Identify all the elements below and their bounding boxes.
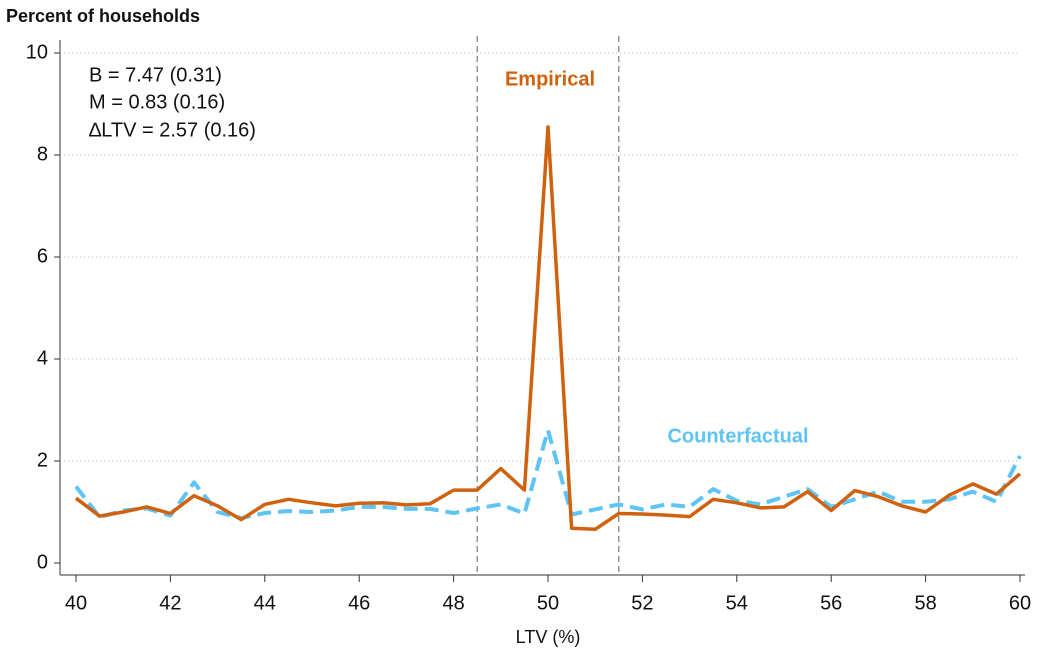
annotation: M = 0.83 (0.16) bbox=[89, 91, 225, 113]
x-tick-label: 60 bbox=[1009, 592, 1031, 614]
annotation: ∆LTV = 2.57 (0.16) bbox=[89, 119, 256, 141]
x-tick-label: 46 bbox=[348, 592, 370, 614]
y-tick-label: 8 bbox=[37, 143, 48, 165]
y-tick-label: 4 bbox=[37, 347, 48, 369]
x-axis-label: LTV (%) bbox=[516, 627, 581, 647]
series-line bbox=[74, 125, 1022, 532]
x-tick-label: 56 bbox=[820, 592, 842, 614]
annotation: B = 7.47 (0.31) bbox=[89, 64, 222, 86]
x-tick-label: 44 bbox=[254, 592, 276, 614]
x-tick-label: 54 bbox=[726, 592, 748, 614]
x-tick-label: 42 bbox=[159, 592, 181, 614]
chart-title: Percent of households bbox=[6, 6, 200, 26]
series-label: Counterfactual bbox=[667, 425, 808, 447]
x-tick-label: 40 bbox=[65, 592, 87, 614]
y-tick-label: 10 bbox=[26, 41, 48, 63]
x-tick-label: 48 bbox=[442, 592, 464, 614]
x-tick-label: 58 bbox=[914, 592, 936, 614]
y-tick-label: 0 bbox=[37, 551, 48, 573]
x-tick-label: 52 bbox=[631, 592, 653, 614]
y-tick-label: 6 bbox=[37, 245, 48, 267]
series-line bbox=[74, 428, 1022, 521]
series-label: Empirical bbox=[505, 68, 595, 90]
x-tick-label: 50 bbox=[537, 592, 559, 614]
y-tick-label: 2 bbox=[37, 449, 48, 471]
